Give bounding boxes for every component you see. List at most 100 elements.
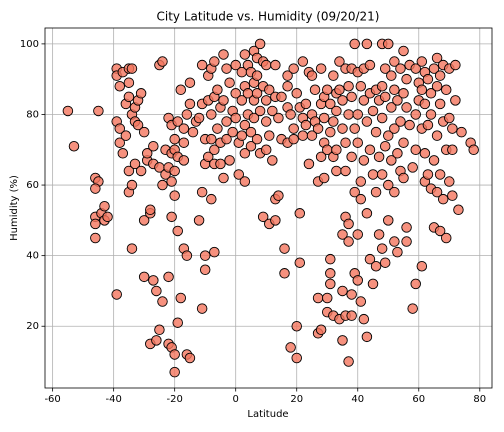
point xyxy=(349,38,360,50)
point xyxy=(270,215,281,226)
point xyxy=(297,56,309,67)
point xyxy=(367,278,379,290)
point xyxy=(386,102,397,113)
point xyxy=(257,211,269,223)
point xyxy=(215,158,226,170)
point xyxy=(416,260,428,272)
point xyxy=(279,268,290,279)
point xyxy=(193,215,205,226)
point xyxy=(172,225,183,237)
point xyxy=(175,292,187,304)
point xyxy=(337,285,348,297)
point xyxy=(126,179,138,191)
point xyxy=(218,95,229,106)
point xyxy=(166,176,177,187)
point xyxy=(132,119,144,131)
point xyxy=(392,246,403,258)
point xyxy=(114,80,126,92)
point xyxy=(456,126,467,138)
point xyxy=(346,91,357,103)
point xyxy=(291,88,302,99)
point xyxy=(450,95,461,106)
point xyxy=(355,80,367,92)
point xyxy=(386,155,397,166)
point xyxy=(373,229,385,240)
point xyxy=(383,38,394,50)
point xyxy=(212,84,223,96)
point xyxy=(325,278,336,290)
point xyxy=(163,271,174,283)
point xyxy=(367,105,379,117)
point xyxy=(343,236,354,247)
point xyxy=(102,211,113,223)
point xyxy=(172,116,183,127)
point xyxy=(129,158,141,170)
point xyxy=(184,98,196,110)
point xyxy=(410,144,421,156)
point xyxy=(230,112,241,124)
point xyxy=(123,77,135,88)
point xyxy=(288,133,299,145)
point xyxy=(148,275,159,286)
y-axis-label: Humidity (%) xyxy=(9,175,20,241)
point xyxy=(221,133,232,145)
point xyxy=(282,80,293,92)
point xyxy=(90,218,101,230)
point xyxy=(440,232,452,244)
point xyxy=(151,335,162,346)
point xyxy=(431,130,443,141)
point xyxy=(230,59,241,71)
point xyxy=(193,112,205,124)
point xyxy=(175,84,187,96)
point xyxy=(376,169,388,180)
point xyxy=(352,109,363,120)
point xyxy=(321,84,333,96)
point xyxy=(337,229,348,240)
point xyxy=(315,151,327,163)
point xyxy=(254,38,266,50)
point xyxy=(410,278,421,290)
point xyxy=(209,246,220,258)
point xyxy=(431,186,443,198)
point xyxy=(379,91,391,103)
point xyxy=(294,208,306,219)
point xyxy=(309,84,321,96)
point xyxy=(447,190,458,201)
point xyxy=(239,148,251,159)
point xyxy=(270,59,281,71)
point xyxy=(264,84,275,96)
point xyxy=(206,109,217,120)
point xyxy=(123,91,135,103)
point xyxy=(404,119,415,131)
point xyxy=(138,215,150,226)
x-tick-label: 80 xyxy=(473,394,486,405)
point xyxy=(431,52,443,64)
point xyxy=(419,98,431,110)
point xyxy=(181,250,193,261)
point xyxy=(328,116,339,127)
point xyxy=(407,162,418,173)
point xyxy=(346,289,357,300)
point xyxy=(349,123,360,134)
point xyxy=(395,116,406,127)
point xyxy=(328,70,339,81)
point xyxy=(245,126,257,138)
point xyxy=(273,112,284,124)
x-axis-label: Latitude xyxy=(247,409,288,420)
point xyxy=(398,88,409,99)
point xyxy=(337,95,348,106)
point xyxy=(99,200,110,212)
point xyxy=(379,257,391,268)
point xyxy=(428,155,440,166)
point xyxy=(361,331,373,343)
point xyxy=(148,140,159,152)
point xyxy=(138,126,150,138)
point xyxy=(401,102,412,113)
point xyxy=(349,186,360,198)
point xyxy=(334,84,345,96)
point xyxy=(196,303,208,314)
point xyxy=(120,130,132,141)
point xyxy=(392,95,403,106)
point xyxy=(251,70,263,81)
point xyxy=(315,324,327,336)
